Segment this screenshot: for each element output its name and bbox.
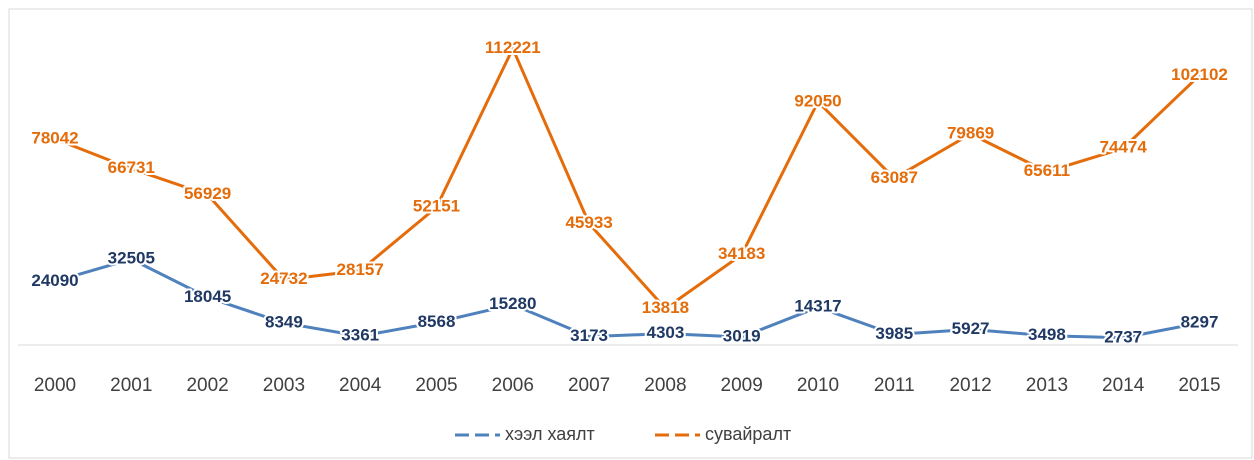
x-tick-label: 2001 (110, 375, 152, 396)
data-label: 28157 (337, 260, 384, 279)
data-label: 52151 (413, 197, 460, 216)
data-label: 18045 (184, 287, 231, 306)
data-label: 4303 (646, 323, 684, 342)
data-label: 3985 (875, 324, 913, 343)
data-label: 3173 (570, 326, 608, 345)
data-label: 14317 (794, 297, 841, 316)
x-tick-label: 2008 (644, 375, 686, 396)
x-tick-label: 2015 (1178, 375, 1220, 396)
series-line (54, 257, 1200, 340)
data-label: 56929 (184, 184, 231, 203)
data-label: 5927 (952, 319, 990, 338)
data-label: 65611 (1024, 161, 1070, 180)
data-label: 8297 (1181, 313, 1219, 332)
x-tick-label: 2013 (1026, 375, 1068, 396)
data-label: 34183 (718, 244, 765, 263)
data-label: 79869 (947, 123, 994, 142)
x-tick-label: 2011 (874, 375, 915, 396)
data-label: 2737 (1104, 327, 1142, 346)
data-label: 8349 (265, 312, 303, 331)
data-label: 32505 (108, 249, 155, 268)
data-label: 8568 (418, 312, 456, 331)
x-tick-label: 2007 (568, 375, 610, 396)
data-label: 63087 (871, 168, 918, 187)
data-label: 92050 (794, 91, 841, 110)
x-tick-label: 2012 (949, 375, 991, 396)
x-tick-label: 2009 (721, 375, 763, 396)
data-label: 45933 (565, 213, 612, 232)
data-label: 24090 (31, 271, 78, 290)
data-label: 13818 (642, 298, 689, 317)
data-label: 24732 (260, 269, 307, 288)
x-tick-label: 2005 (415, 375, 457, 396)
data-label: 74474 (1100, 138, 1148, 157)
x-tick-label: 2010 (797, 375, 839, 396)
chart-frame (8, 8, 1253, 459)
data-label: 15280 (489, 294, 536, 313)
legend-label: хээл хаялт (505, 424, 595, 444)
data-label: 112221 (485, 38, 541, 57)
data-label: 3361 (341, 326, 379, 345)
data-label: 78042 (31, 128, 78, 147)
data-label: 3498 (1028, 325, 1066, 344)
x-tick-label: 2014 (1102, 375, 1145, 396)
x-tick-label: 2002 (186, 375, 228, 396)
x-tick-label: 2003 (263, 375, 305, 396)
series-line (54, 47, 1201, 310)
data-label: 66731 (108, 158, 155, 177)
data-label: 102102 (1171, 65, 1228, 84)
legend-label: сувайралт (705, 424, 791, 444)
x-tick-label: 2000 (34, 375, 76, 396)
data-label: 3019 (723, 327, 761, 346)
x-tick-label: 2004 (339, 375, 382, 396)
x-tick-label: 2006 (492, 375, 534, 396)
